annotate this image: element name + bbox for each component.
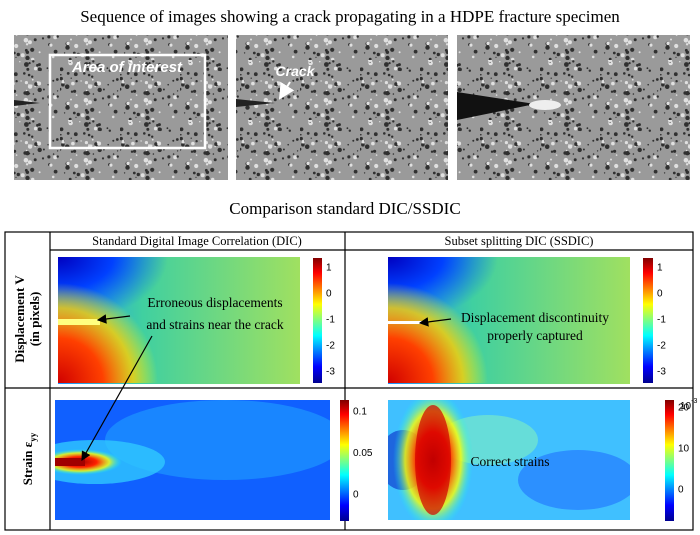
dic-strain-map xyxy=(55,400,349,521)
row-label: Strain εyy xyxy=(20,432,38,485)
row-label-line: (in pixels) xyxy=(27,292,42,347)
crack xyxy=(457,92,535,120)
colorbar-tick-label: 20 xyxy=(678,403,690,414)
row-label: Displacement V (in pixels) xyxy=(12,275,42,363)
crack xyxy=(236,99,275,107)
annotations: Erroneous displacements and strains near… xyxy=(81,295,609,469)
colorbar-tick-label: 0.05 xyxy=(353,448,373,459)
crack-arrow xyxy=(278,81,295,100)
column-header: Subset splitting DIC (SSDIC) xyxy=(445,234,594,248)
ssdic-displacement-map xyxy=(388,257,653,384)
arrow xyxy=(418,317,452,327)
crack-label: Crack xyxy=(276,63,316,79)
annotation: Correct strains xyxy=(470,454,549,469)
row-label-main: Strain ε xyxy=(20,441,35,485)
colorbar-tick-label: -3 xyxy=(326,367,335,378)
colorbar-scale: 10-3 xyxy=(680,398,697,412)
photo xyxy=(236,35,448,180)
crack-tip xyxy=(529,100,561,110)
photos: Area of interest Crack xyxy=(14,35,690,180)
colorbar xyxy=(313,258,322,383)
scale-exponent: -3 xyxy=(691,398,697,405)
row-label-text: Strain εyy xyxy=(20,432,38,485)
annotation: and strains near the crack xyxy=(146,317,283,332)
table-grid xyxy=(4,231,694,531)
annotation: Displacement discontinuity xyxy=(461,310,609,325)
colorbar-tick-label: -2 xyxy=(657,341,666,352)
colorbar-tick-label: -3 xyxy=(657,367,666,378)
notch xyxy=(14,100,40,106)
colorbar-tick-label: 1 xyxy=(326,263,332,274)
ssdic-strain-map: 10-3 xyxy=(388,398,697,521)
photo xyxy=(14,35,228,180)
colorbar-tick-label: 0 xyxy=(678,485,684,496)
arrow xyxy=(81,335,153,462)
arrow xyxy=(96,314,131,324)
area-label: Area of interest xyxy=(71,59,183,76)
annotation: Erroneous displacements xyxy=(147,295,282,310)
colorbar-tick-label: -1 xyxy=(326,315,335,326)
colorbar-tick-label: 1 xyxy=(657,263,663,274)
colorbar-tick-label: 0.1 xyxy=(353,407,367,418)
colorbar xyxy=(643,258,653,383)
colorbar-tick-label: 10 xyxy=(678,444,690,455)
row-label-line: Displacement V xyxy=(12,275,27,363)
colorbar xyxy=(665,400,674,521)
comparison-title: Comparison standard DIC/SSDIC xyxy=(229,199,460,218)
annotation: properly captured xyxy=(487,328,583,343)
row-label-sub: yy xyxy=(28,432,38,442)
colorbar-tick-label: -2 xyxy=(326,341,335,352)
colorbar-tick-label: -1 xyxy=(657,315,666,326)
colorbar-tick-label: 0 xyxy=(353,490,359,501)
scale-base: 10 xyxy=(680,401,692,412)
area-box xyxy=(48,53,207,150)
colorbar-tick-label: 0 xyxy=(657,289,663,300)
column-header: Standard Digital Image Correlation (DIC) xyxy=(92,234,302,248)
figure-title: Sequence of images showing a crack propa… xyxy=(80,7,620,26)
dic-displacement-map xyxy=(58,257,322,384)
colorbar-tick-label: 0 xyxy=(326,289,332,300)
colorbar xyxy=(340,400,349,521)
